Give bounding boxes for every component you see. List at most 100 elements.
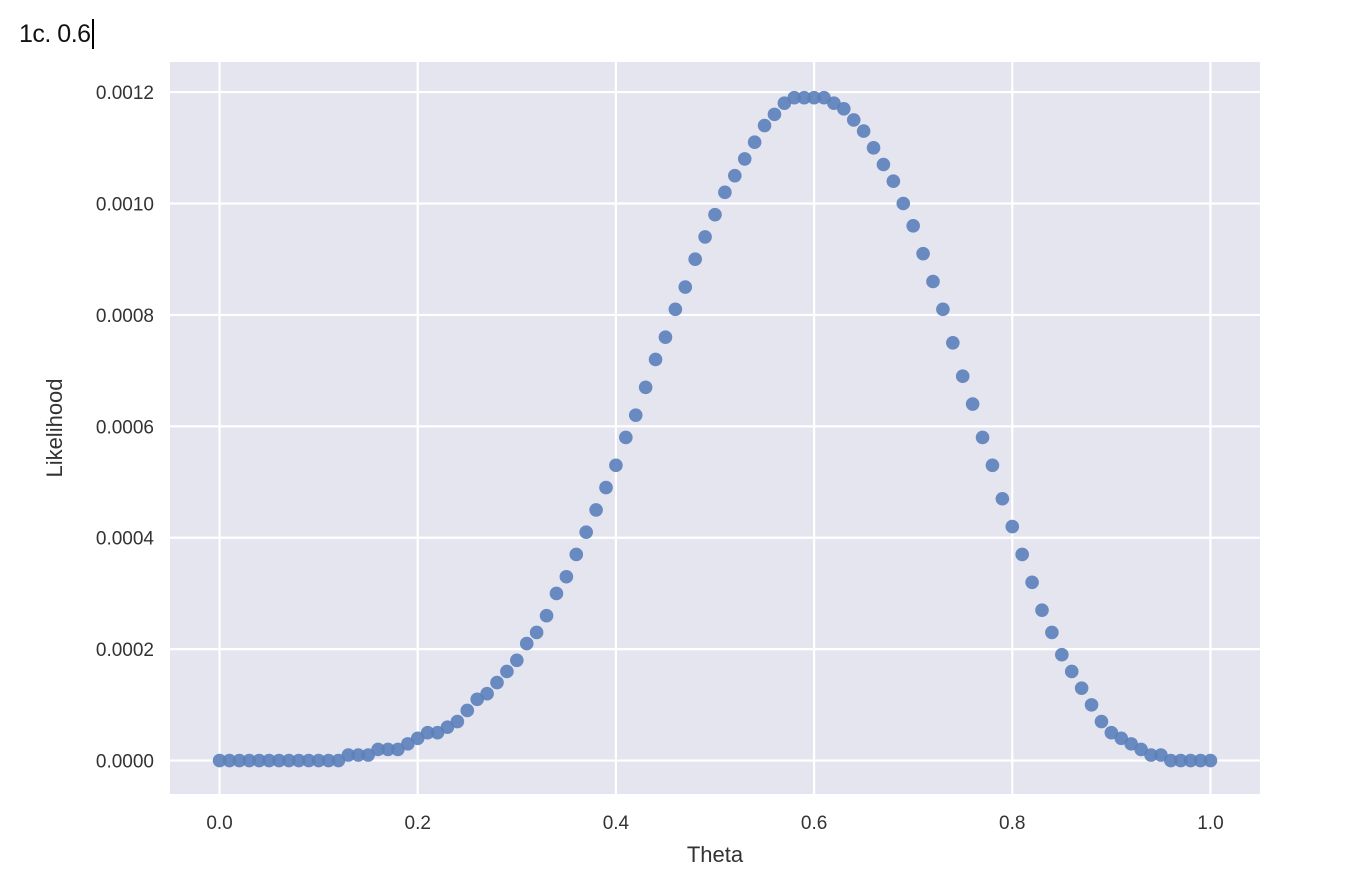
data-point bbox=[1015, 547, 1029, 562]
data-point bbox=[658, 330, 673, 344]
data-point bbox=[559, 569, 574, 584]
x-tick-label: 0.8 bbox=[999, 813, 1025, 834]
y-axis-label: Likelihood bbox=[42, 378, 67, 477]
data-point bbox=[926, 274, 940, 289]
data-point bbox=[638, 380, 653, 395]
data-point bbox=[1164, 753, 1178, 768]
data-point bbox=[995, 491, 1010, 506]
data-point bbox=[450, 714, 465, 729]
data-point bbox=[470, 692, 484, 707]
data-point bbox=[955, 369, 970, 383]
data-point bbox=[609, 458, 623, 473]
data-point bbox=[728, 168, 742, 183]
data-point bbox=[698, 230, 712, 244]
data-point bbox=[718, 185, 732, 200]
data-point bbox=[1025, 575, 1039, 590]
cell-heading[interactable]: 1c. 0.6 bbox=[19, 16, 94, 52]
data-point bbox=[440, 720, 455, 734]
y-tick-label: 0.0008 bbox=[96, 306, 154, 327]
data-point bbox=[965, 397, 980, 411]
plot-background bbox=[170, 62, 1260, 794]
data-point bbox=[1134, 742, 1148, 757]
data-point bbox=[252, 753, 266, 768]
data-point bbox=[1084, 698, 1099, 712]
data-point bbox=[282, 753, 296, 768]
y-tick-label: 0.0012 bbox=[96, 83, 154, 104]
grid-lines bbox=[170, 62, 1260, 794]
data-point bbox=[946, 335, 960, 350]
data-point bbox=[1045, 625, 1059, 640]
data-point bbox=[311, 753, 326, 768]
data-point bbox=[678, 280, 693, 294]
heading-text: 1c. 0.6 bbox=[19, 19, 91, 48]
data-point bbox=[688, 252, 702, 267]
data-point bbox=[331, 753, 346, 768]
data-point bbox=[1203, 753, 1218, 768]
data-point bbox=[539, 608, 554, 623]
data-point bbox=[668, 302, 683, 317]
data-point bbox=[787, 90, 802, 105]
data-point bbox=[896, 196, 911, 211]
data-point bbox=[371, 742, 385, 757]
data-point bbox=[262, 753, 276, 768]
x-tick-label: 1.0 bbox=[1197, 813, 1223, 834]
x-tick-label: 0.0 bbox=[206, 813, 232, 834]
data-point bbox=[936, 302, 950, 317]
data-point bbox=[341, 748, 356, 762]
data-point bbox=[975, 430, 990, 445]
data-point bbox=[579, 525, 593, 539]
data-point bbox=[272, 753, 286, 768]
data-point bbox=[777, 96, 792, 111]
data-point bbox=[757, 118, 772, 133]
data-point bbox=[1104, 725, 1119, 740]
data-point bbox=[886, 174, 901, 189]
data-point bbox=[1173, 753, 1188, 768]
data-point bbox=[361, 748, 375, 762]
data-point bbox=[321, 753, 336, 768]
data-point bbox=[737, 152, 752, 166]
data-point bbox=[500, 664, 514, 679]
data-point bbox=[876, 157, 891, 172]
data-point bbox=[837, 101, 851, 116]
data-point bbox=[222, 753, 237, 768]
data-point bbox=[1064, 664, 1079, 679]
data-point bbox=[827, 96, 841, 111]
x-axis-label: Theta bbox=[687, 842, 744, 867]
data-point bbox=[1005, 519, 1020, 534]
data-point bbox=[1094, 714, 1109, 729]
data-point bbox=[1074, 681, 1089, 695]
data-point bbox=[589, 503, 603, 517]
data-point bbox=[490, 675, 504, 690]
data-point bbox=[1114, 731, 1129, 746]
data-point bbox=[846, 113, 861, 127]
data-point bbox=[232, 753, 247, 768]
data-point bbox=[401, 737, 415, 751]
data-point bbox=[747, 135, 762, 150]
data-point bbox=[1055, 647, 1069, 662]
y-tick-label: 0.0000 bbox=[96, 752, 154, 773]
data-point bbox=[856, 124, 871, 138]
data-point bbox=[797, 90, 811, 105]
data-point bbox=[381, 742, 395, 757]
data-point bbox=[648, 352, 663, 367]
data-point bbox=[619, 430, 633, 445]
data-point bbox=[569, 547, 584, 562]
data-point bbox=[301, 753, 316, 768]
data-point bbox=[906, 218, 920, 233]
data-point bbox=[420, 725, 435, 740]
x-tick-label: 0.4 bbox=[603, 813, 630, 834]
data-point bbox=[480, 686, 494, 701]
data-point bbox=[708, 207, 722, 222]
y-tick-label: 0.0006 bbox=[96, 417, 154, 438]
data-point bbox=[242, 753, 257, 768]
tick-labels: 0.0 0.2 0.4 0.6 0.8 1.0 0.0000 0.0002 0.0004 0.00… bbox=[96, 83, 1224, 834]
data-point bbox=[212, 753, 227, 768]
data-point bbox=[292, 753, 306, 768]
y-tick-label: 0.0004 bbox=[96, 529, 155, 550]
data-point bbox=[916, 246, 930, 261]
data-point bbox=[1035, 603, 1049, 617]
data-point bbox=[410, 731, 425, 746]
data-point bbox=[510, 653, 524, 668]
x-tick-label: 0.2 bbox=[405, 813, 431, 834]
